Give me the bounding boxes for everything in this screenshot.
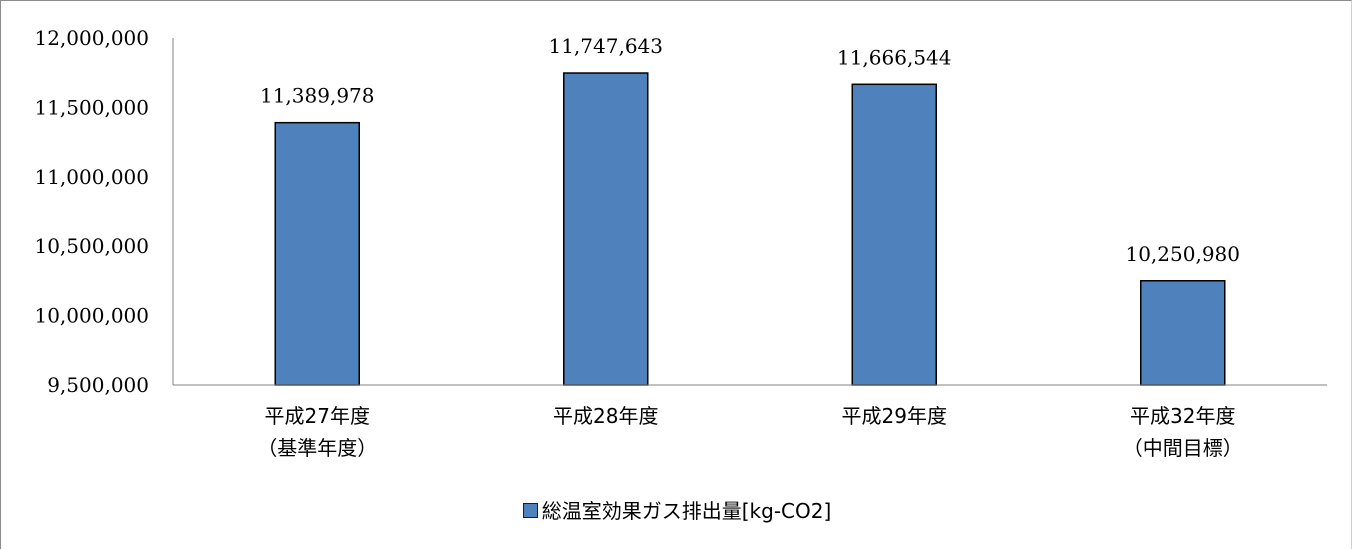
data-label: 11,747,643 [548,34,663,58]
x-tick-label: （基準年度） [257,436,377,460]
legend-swatch [522,503,538,518]
data-label: 10,250,980 [1125,242,1240,266]
y-tick-label: 11,500,000 [34,95,149,119]
bar [274,121,360,386]
legend: 総温室効果ガス排出量[kg-CO2] [1,495,1352,524]
x-tick-label: 平成32年度 [1130,404,1235,428]
x-tick-label: 平成29年度 [842,404,947,428]
data-label: 11,666,544 [837,45,952,69]
y-tick-label: 10,500,000 [34,234,149,258]
y-tick-label: 11,000,000 [34,165,149,189]
x-tick-label: 平成27年度 [265,404,370,428]
legend-label: 総温室効果ガス排出量[kg-CO2] [541,499,832,523]
bar [1140,280,1226,386]
bar [563,72,649,386]
y-tick-label: 9,500,000 [47,373,149,397]
y-tick-label: 10,000,000 [34,304,149,328]
x-tick-label: 平成28年度 [553,404,658,428]
y-tick-label: 12,000,000 [34,26,149,50]
x-tick-label: （中間目標） [1123,436,1243,460]
bar [851,83,937,386]
data-label: 11,389,978 [260,84,375,108]
